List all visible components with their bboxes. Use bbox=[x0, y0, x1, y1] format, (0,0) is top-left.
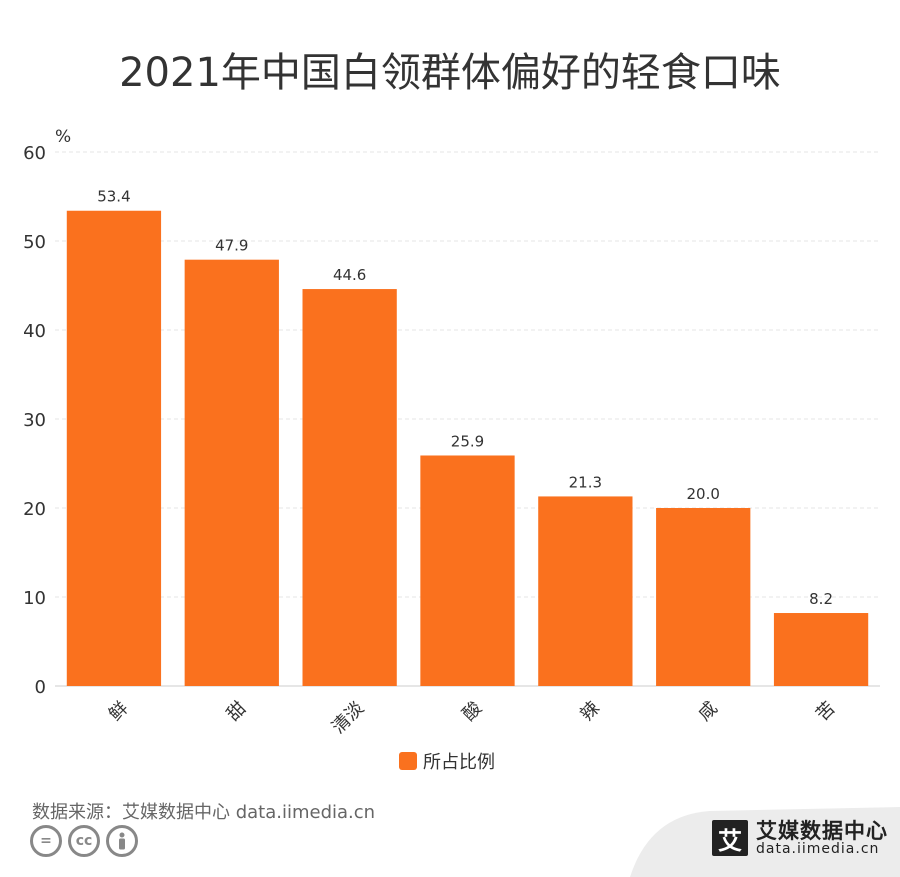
brand-name: 艾媒数据中心 bbox=[756, 819, 888, 843]
bar bbox=[538, 496, 633, 686]
x-tick-label: 鲜 bbox=[105, 698, 133, 726]
data-label: 20.0 bbox=[687, 485, 720, 503]
x-tick-label: 辣 bbox=[576, 698, 604, 726]
y-tick-label: 10 bbox=[23, 588, 46, 609]
legend: 所占比例 bbox=[399, 749, 495, 773]
bar bbox=[420, 455, 515, 686]
x-tick-label: 酸 bbox=[459, 698, 487, 726]
iimedia-logo-icon: 艾 bbox=[712, 820, 748, 857]
chart-title: 2021年中国白领群体偏好的轻食口味 bbox=[119, 50, 781, 96]
y-axis-unit: % bbox=[55, 127, 71, 147]
bar bbox=[184, 259, 279, 686]
equals-icon: = bbox=[30, 825, 62, 857]
y-tick-label: 30 bbox=[23, 410, 46, 431]
cc-icon: cc bbox=[68, 825, 100, 857]
data-labels: 53.4 47.9 44.6 25.9 21.3 20.0 8.2 bbox=[97, 188, 833, 608]
data-label: 53.4 bbox=[97, 188, 130, 206]
bar bbox=[656, 508, 751, 686]
source-note: 数据来源：艾媒数据中心 data.iimedia.cn bbox=[32, 802, 376, 823]
data-label: 44.6 bbox=[333, 266, 366, 284]
license-icons: = cc bbox=[30, 825, 138, 857]
data-label: 47.9 bbox=[215, 237, 248, 255]
person-icon bbox=[106, 825, 138, 857]
x-tick-label: 苦 bbox=[812, 698, 840, 726]
bar bbox=[773, 613, 869, 686]
legend-swatch bbox=[399, 752, 417, 770]
bar bbox=[302, 289, 397, 686]
bars bbox=[66, 210, 869, 687]
bar bbox=[66, 210, 162, 687]
data-label: 21.3 bbox=[569, 473, 602, 491]
brand-url: data.iimedia.cn bbox=[756, 841, 880, 858]
x-tick-label: 甜 bbox=[223, 698, 251, 726]
x-tick-label: 咸 bbox=[694, 698, 722, 726]
y-tick-label: 0 bbox=[35, 677, 46, 698]
y-tick-label: 60 bbox=[23, 143, 46, 164]
data-label: 25.9 bbox=[451, 432, 484, 450]
brand-banner-shape bbox=[630, 807, 900, 877]
y-tick-label: 50 bbox=[23, 232, 46, 253]
brand-logo-block: 艾 艾媒数据中心 data.iimedia.cn bbox=[712, 820, 888, 857]
data-label: 8.2 bbox=[809, 590, 833, 608]
legend-label: 所占比例 bbox=[423, 752, 495, 773]
x-tick-label: 清淡 bbox=[328, 698, 368, 738]
y-tick-label: 20 bbox=[23, 499, 46, 520]
y-tick-label: 40 bbox=[23, 321, 46, 342]
